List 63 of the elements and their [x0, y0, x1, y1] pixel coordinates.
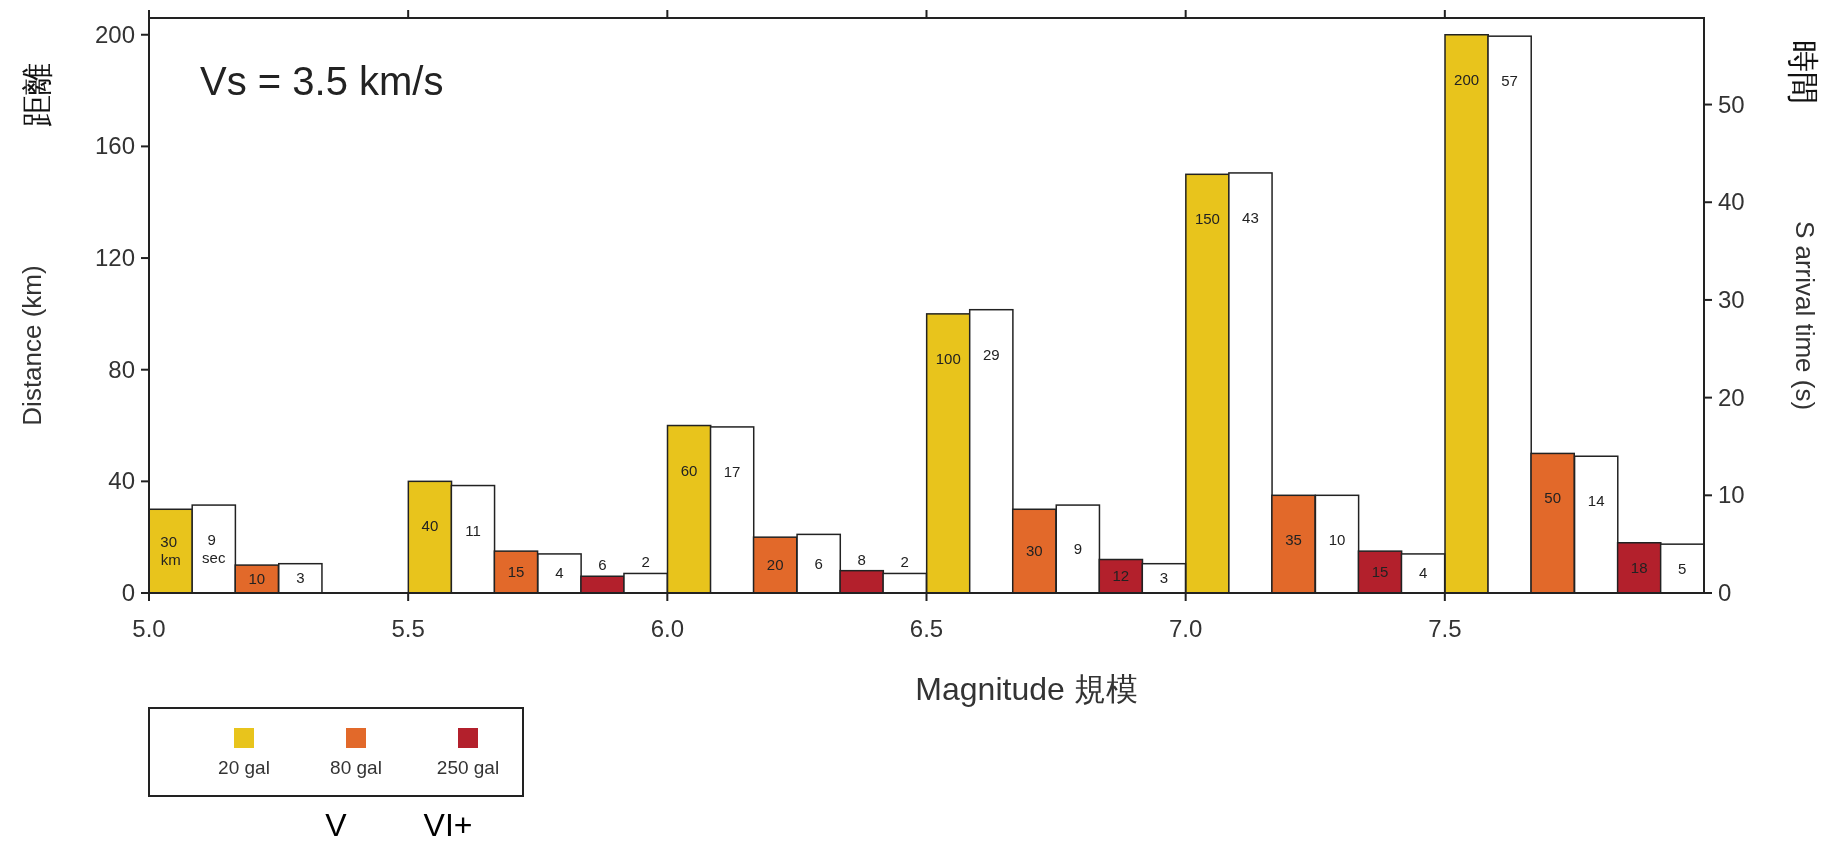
data-label: 2 [900, 553, 909, 571]
data-label: 6 [598, 556, 607, 574]
data-label: 29 [982, 345, 1000, 363]
data-label: 20 [766, 556, 784, 574]
data-label: 30 [1025, 542, 1043, 560]
data-label: 18 [1630, 558, 1648, 576]
data-label: 5 [1678, 559, 1687, 577]
y-tick-label: 200 [94, 20, 135, 48]
data-label: 60 [680, 461, 698, 479]
data-label: 6 [814, 554, 823, 572]
y2-tick-label: 20 [1718, 383, 1745, 411]
y2-tick-label: 30 [1718, 285, 1745, 313]
data-label: 15 [1371, 563, 1389, 581]
data-label: 57 [1501, 72, 1518, 90]
text: V [325, 807, 348, 842]
legend-label: 20 gal [218, 757, 270, 778]
legend-label: 250 gal [436, 757, 500, 778]
text: 時間 [1784, 40, 1821, 104]
data-label: 17 [723, 462, 741, 480]
data-label: 8 [857, 550, 866, 568]
data-label: 200 [1454, 70, 1480, 88]
y-axis-title: Distance (km) [17, 265, 47, 426]
y2-axis-title: S arrival time (s) [1790, 220, 1820, 411]
data-label: 3 [1159, 569, 1169, 587]
annotation: Vs = 3.5 km/s [200, 59, 444, 103]
data-label: 2 [641, 553, 650, 571]
text: VI+ [423, 807, 473, 842]
x-tick-label: 6.0 [650, 615, 685, 642]
y2-tick-label: 50 [1718, 90, 1745, 118]
data-label: 43 [1242, 208, 1259, 226]
y-tick-label: 40 [108, 467, 135, 495]
data-label: 15 [507, 563, 525, 581]
x-tick-label: 5.0 [132, 615, 166, 642]
data-label: 9 sec [202, 531, 226, 567]
data-label: 30 km [160, 533, 182, 569]
data-label: 11 [465, 521, 481, 539]
data-label: 4 [1418, 564, 1428, 582]
data-label: 10 [248, 570, 266, 588]
x-axis-title: Magnitude 規模 [915, 671, 1138, 707]
x-tick-label: 7.0 [1168, 615, 1203, 642]
data-label: 40 [421, 517, 439, 535]
y-tick-label: 120 [94, 244, 135, 272]
data-label: 12 [1112, 567, 1130, 585]
data-label: 3 [296, 569, 305, 587]
data-label: 50 [1544, 489, 1561, 507]
data-label: 35 [1285, 531, 1302, 549]
data-label: 100 [935, 349, 961, 367]
data-label: 10 [1328, 531, 1346, 549]
y2-tick-label: 0 [1718, 579, 1732, 606]
data-label: 4 [555, 564, 564, 582]
y2-tick-label: 40 [1718, 188, 1745, 216]
x-tick-label: 7.5 [1428, 615, 1462, 642]
y2-tick-label: 10 [1718, 481, 1745, 509]
data-label: 14 [1587, 492, 1605, 510]
y-tick-label: 0 [121, 579, 135, 606]
x-tick-label: 5.5 [391, 615, 425, 642]
legend-label: 80 gal [330, 757, 382, 778]
data-label: 9 [1073, 540, 1083, 558]
x-tick-label: 6.5 [909, 615, 944, 642]
y-tick-label: 160 [94, 132, 135, 160]
data-label: 150 [1194, 210, 1220, 228]
y-tick-label: 80 [108, 355, 135, 383]
text: 距離 [19, 63, 56, 127]
